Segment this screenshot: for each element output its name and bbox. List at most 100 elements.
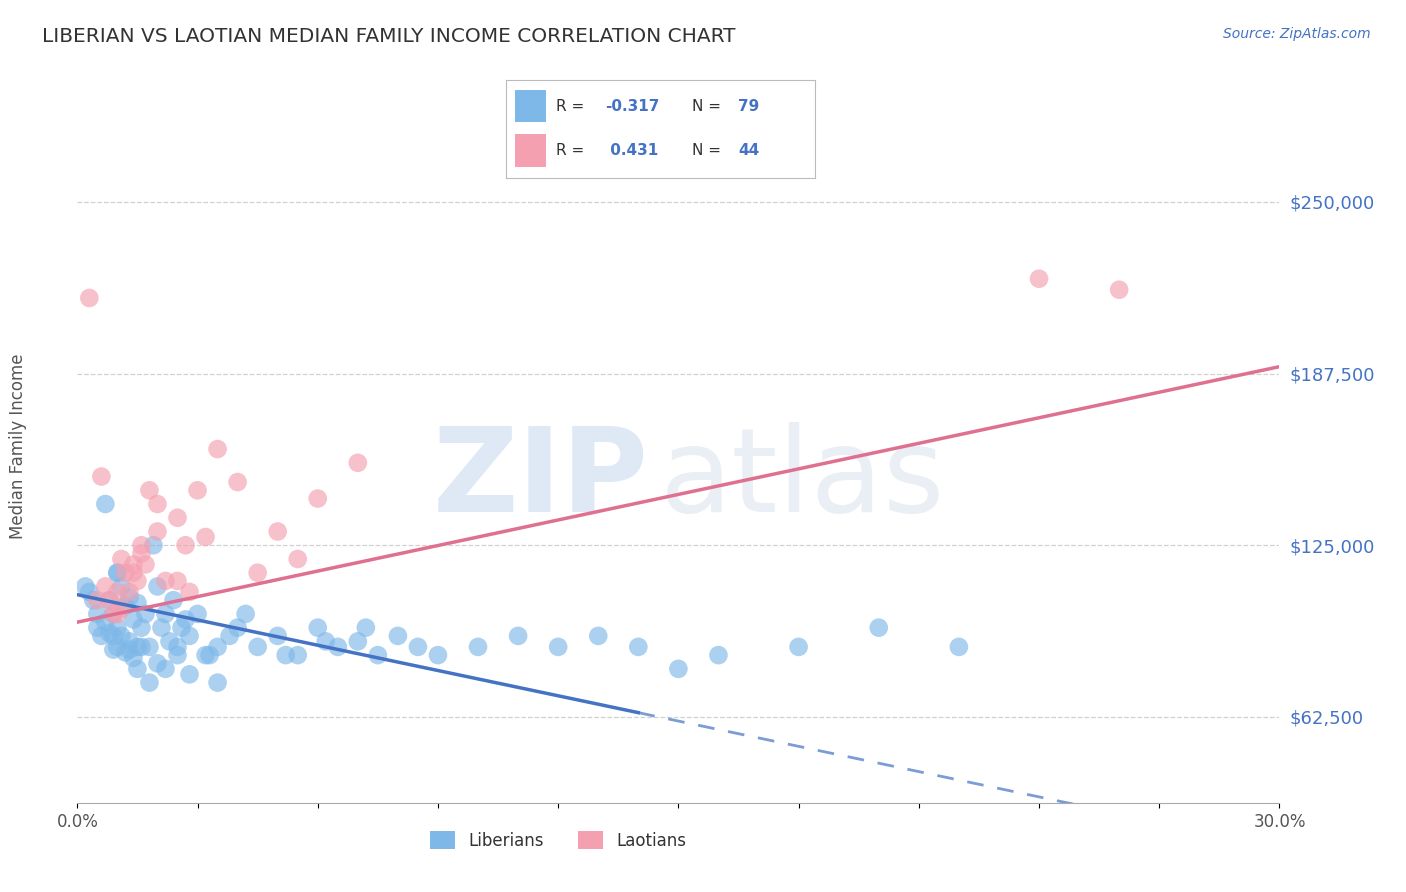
Point: [94, 579, 117, 593]
Point: [668, 662, 690, 676]
Text: 44: 44: [738, 143, 759, 158]
Text: atlas: atlas: [661, 423, 946, 538]
Text: R =: R =: [555, 99, 589, 114]
Point: [166, 510, 188, 524]
Point: [107, 566, 129, 580]
Point: [131, 538, 153, 552]
Point: [166, 648, 188, 662]
Point: [114, 645, 136, 659]
Point: [166, 640, 188, 654]
Point: [274, 648, 297, 662]
Text: 79: 79: [738, 99, 759, 114]
Point: [346, 634, 368, 648]
FancyBboxPatch shape: [516, 90, 547, 122]
Point: [122, 558, 145, 572]
Point: [122, 566, 145, 580]
Point: [127, 662, 149, 676]
Point: [107, 621, 129, 635]
Point: [134, 558, 156, 572]
Point: [267, 524, 290, 539]
Point: [179, 629, 201, 643]
Point: [326, 640, 349, 654]
Point: [155, 574, 177, 588]
Point: [235, 607, 257, 621]
Point: [146, 657, 169, 671]
Point: [94, 615, 117, 629]
Point: [110, 552, 132, 566]
Text: Median Family Income: Median Family Income: [10, 353, 27, 539]
Point: [246, 640, 269, 654]
Point: [138, 483, 160, 498]
Point: [354, 621, 377, 635]
Point: [94, 497, 117, 511]
Point: [114, 599, 136, 613]
Point: [207, 442, 229, 456]
Point: [131, 640, 153, 654]
Text: ZIP: ZIP: [432, 423, 648, 538]
Point: [508, 629, 530, 643]
Point: [98, 593, 121, 607]
Point: [467, 640, 489, 654]
Point: [107, 566, 129, 580]
Point: [146, 497, 169, 511]
Point: [138, 640, 160, 654]
Point: [103, 629, 125, 643]
Point: [155, 607, 177, 621]
Point: [86, 621, 108, 635]
Point: [179, 667, 201, 681]
Point: [122, 612, 145, 626]
Point: [79, 291, 101, 305]
Point: [207, 675, 229, 690]
Point: [98, 593, 121, 607]
Point: [267, 629, 290, 643]
Point: [107, 607, 129, 621]
Point: [179, 585, 201, 599]
Text: 0.431: 0.431: [605, 143, 658, 158]
Text: N =: N =: [692, 99, 725, 114]
Point: [547, 640, 569, 654]
Point: [90, 469, 112, 483]
Point: [588, 629, 610, 643]
Point: [118, 585, 141, 599]
Point: [162, 593, 184, 607]
Point: [131, 546, 153, 560]
Point: [166, 574, 188, 588]
Point: [707, 648, 730, 662]
Point: [127, 640, 149, 654]
Point: [110, 629, 132, 643]
Text: Source: ZipAtlas.com: Source: ZipAtlas.com: [1223, 27, 1371, 41]
Point: [174, 538, 197, 552]
Point: [79, 585, 101, 599]
Point: [86, 607, 108, 621]
Point: [1028, 271, 1050, 285]
Point: [134, 607, 156, 621]
Point: [246, 566, 269, 580]
Text: R =: R =: [555, 143, 589, 158]
Point: [118, 642, 141, 657]
Point: [118, 591, 141, 605]
Point: [427, 648, 450, 662]
Point: [107, 640, 129, 654]
Point: [122, 651, 145, 665]
Point: [194, 648, 217, 662]
Point: [82, 593, 104, 607]
Point: [75, 579, 97, 593]
Point: [186, 607, 209, 621]
Point: [787, 640, 810, 654]
Point: [226, 475, 249, 489]
Point: [86, 593, 108, 607]
Point: [307, 491, 329, 506]
Point: [287, 648, 309, 662]
Point: [387, 629, 409, 643]
Point: [1108, 283, 1130, 297]
Point: [142, 538, 165, 552]
Point: [110, 579, 132, 593]
Text: LIBERIAN VS LAOTIAN MEDIAN FAMILY INCOME CORRELATION CHART: LIBERIAN VS LAOTIAN MEDIAN FAMILY INCOME…: [42, 27, 735, 45]
Legend: Liberians, Laotians: Liberians, Laotians: [423, 825, 693, 856]
Text: -0.317: -0.317: [605, 99, 659, 114]
Point: [287, 552, 309, 566]
Point: [207, 640, 229, 654]
Point: [406, 640, 429, 654]
Point: [118, 634, 141, 648]
Point: [131, 621, 153, 635]
